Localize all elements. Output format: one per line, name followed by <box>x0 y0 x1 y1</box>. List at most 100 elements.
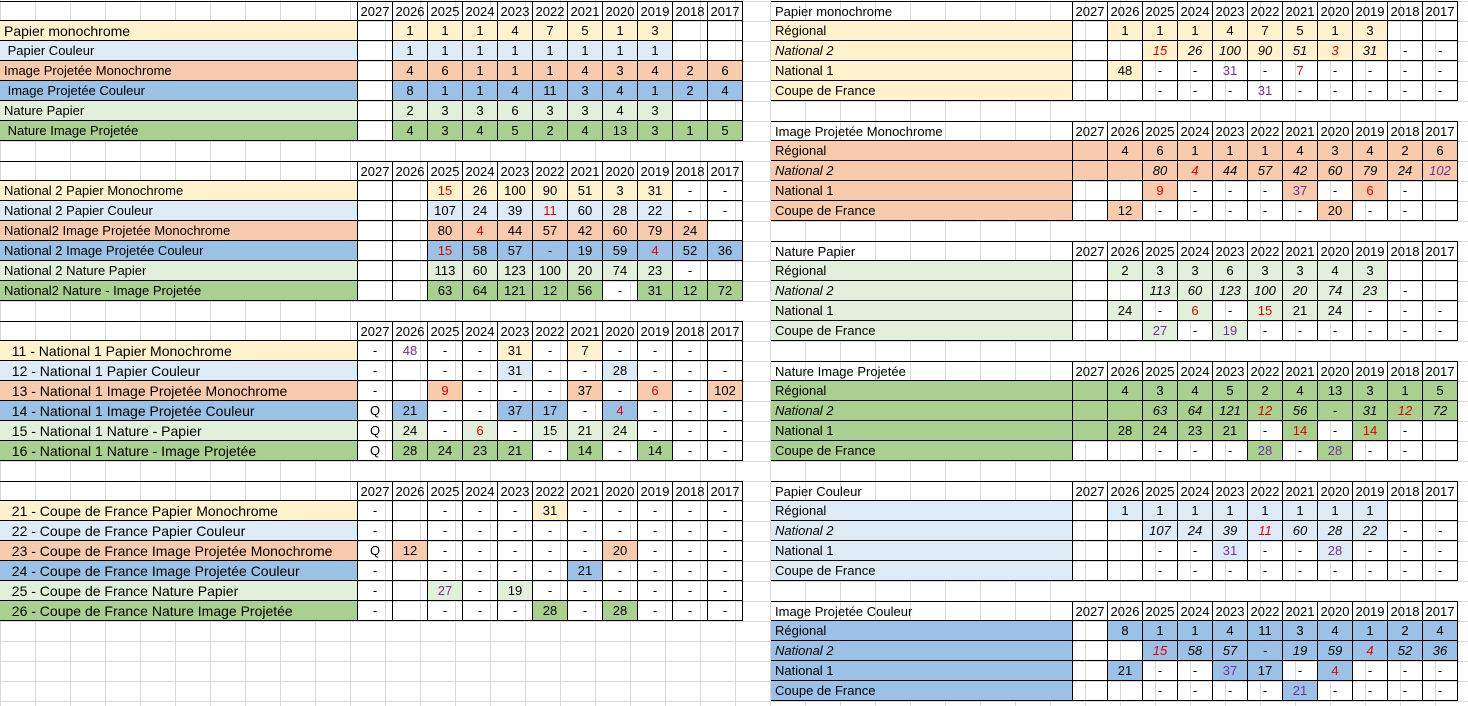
data-cell[interactable] <box>393 361 428 381</box>
data-cell[interactable]: - <box>673 521 708 541</box>
year-header-cell[interactable]: 2019 <box>1353 241 1388 261</box>
data-cell[interactable]: 12 <box>1248 401 1283 421</box>
data-cell[interactable]: - <box>1248 561 1283 581</box>
data-cell[interactable]: - <box>673 601 708 621</box>
data-cell[interactable]: - <box>358 361 393 381</box>
data-cell[interactable]: - <box>428 361 463 381</box>
year-header-cell[interactable]: 2023 <box>1213 241 1248 261</box>
year-header-cell[interactable]: 2026 <box>393 321 428 341</box>
data-cell[interactable]: 74 <box>603 261 638 281</box>
data-cell[interactable]: 31 <box>498 361 533 381</box>
data-cell[interactable]: 31 <box>498 341 533 361</box>
data-cell[interactable]: - <box>1423 41 1458 61</box>
data-cell[interactable] <box>1073 201 1108 221</box>
data-cell[interactable] <box>1388 501 1423 521</box>
data-cell[interactable]: 22 <box>1353 521 1388 541</box>
year-header-cell[interactable]: 2021 <box>1283 121 1318 141</box>
data-cell[interactable]: - <box>1388 681 1423 701</box>
data-cell[interactable]: 21 <box>1283 681 1318 701</box>
data-cell[interactable]: - <box>708 421 743 441</box>
data-cell[interactable]: 27 <box>428 581 463 601</box>
data-cell[interactable] <box>1388 261 1423 281</box>
data-cell[interactable]: 23 <box>638 261 673 281</box>
block-title[interactable]: Image Projetée Couleur <box>771 601 1073 621</box>
data-cell[interactable] <box>1108 641 1143 661</box>
row-label[interactable]: Papier monochrome <box>0 21 358 41</box>
data-cell[interactable]: - <box>533 441 568 461</box>
year-header-cell[interactable]: 2021 <box>568 321 603 341</box>
data-cell[interactable]: 31 <box>1353 41 1388 61</box>
data-cell[interactable]: Q <box>358 401 393 421</box>
year-header-cell[interactable]: 2024 <box>463 481 498 501</box>
year-header-cell[interactable]: 2024 <box>463 161 498 181</box>
year-header-cell[interactable]: 2021 <box>568 1 603 21</box>
year-header-cell[interactable]: 2027 <box>358 321 393 341</box>
data-cell[interactable]: - <box>568 401 603 421</box>
data-cell[interactable]: 28 <box>1108 421 1143 441</box>
data-cell[interactable]: - <box>1143 561 1178 581</box>
data-cell[interactable] <box>1388 21 1423 41</box>
data-cell[interactable]: 3 <box>1318 41 1353 61</box>
data-cell[interactable]: 1 <box>1283 501 1318 521</box>
row-label[interactable]: National2 Nature - Image Projetée <box>0 281 358 301</box>
year-header-cell[interactable]: 2017 <box>708 481 743 501</box>
year-header-cell[interactable]: 2023 <box>1213 481 1248 501</box>
row-label[interactable]: 12 - National 1 Papier Couleur <box>0 361 358 381</box>
data-cell[interactable]: 72 <box>708 281 743 301</box>
data-cell[interactable]: 1 <box>533 41 568 61</box>
data-cell[interactable]: 1 <box>1318 501 1353 521</box>
data-cell[interactable] <box>1073 441 1108 461</box>
year-header-cell[interactable]: 2017 <box>1423 361 1458 381</box>
data-cell[interactable]: - <box>358 561 393 581</box>
data-cell[interactable]: 5 <box>1283 21 1318 41</box>
data-cell[interactable]: 3 <box>1248 261 1283 281</box>
data-cell[interactable]: 14 <box>638 441 673 461</box>
year-header-cell[interactable]: 2025 <box>1143 481 1178 501</box>
data-cell[interactable]: 52 <box>1388 641 1423 661</box>
data-cell[interactable]: - <box>1213 301 1248 321</box>
data-cell[interactable]: 28 <box>1318 521 1353 541</box>
data-cell[interactable]: - <box>1353 61 1388 81</box>
row-label[interactable]: National 2 Image Projetée Couleur <box>0 241 358 261</box>
data-cell[interactable]: 1 <box>638 41 673 61</box>
data-cell[interactable]: 28 <box>1318 441 1353 461</box>
data-cell[interactable]: 60 <box>1283 521 1318 541</box>
data-cell[interactable]: - <box>708 441 743 461</box>
data-cell[interactable]: 56 <box>1283 401 1318 421</box>
data-cell[interactable]: - <box>1143 301 1178 321</box>
data-cell[interactable]: - <box>1248 541 1283 561</box>
year-header-cell[interactable]: 2018 <box>1388 601 1423 621</box>
data-cell[interactable]: - <box>708 181 743 201</box>
block-title[interactable]: Image Projetée Monochrome <box>771 121 1073 141</box>
data-cell[interactable]: 6 <box>1423 141 1458 161</box>
data-cell[interactable]: - <box>1423 681 1458 701</box>
data-cell[interactable] <box>393 241 428 261</box>
data-cell[interactable]: - <box>708 561 743 581</box>
year-header-cell[interactable]: 2023 <box>1213 601 1248 621</box>
year-header-cell[interactable]: 2019 <box>1353 361 1388 381</box>
data-cell[interactable] <box>393 261 428 281</box>
data-cell[interactable]: 15 <box>1143 641 1178 661</box>
year-header-cell[interactable]: 2017 <box>708 321 743 341</box>
data-cell[interactable]: 1 <box>1353 501 1388 521</box>
data-cell[interactable]: 8 <box>1108 621 1143 641</box>
block-title[interactable] <box>0 161 358 181</box>
data-cell[interactable]: 4 <box>498 81 533 101</box>
data-cell[interactable] <box>1108 161 1143 181</box>
data-cell[interactable] <box>1073 681 1108 701</box>
data-cell[interactable]: - <box>1213 681 1248 701</box>
data-cell[interactable]: 28 <box>603 201 638 221</box>
data-cell[interactable]: - <box>358 601 393 621</box>
data-cell[interactable]: 23 <box>1353 281 1388 301</box>
data-cell[interactable]: 42 <box>568 221 603 241</box>
data-cell[interactable] <box>1073 141 1108 161</box>
data-cell[interactable] <box>358 61 393 81</box>
row-label[interactable]: National 2 <box>771 41 1073 61</box>
data-cell[interactable]: - <box>358 581 393 601</box>
data-cell[interactable] <box>393 281 428 301</box>
data-cell[interactable]: 79 <box>638 221 673 241</box>
data-cell[interactable]: 57 <box>498 241 533 261</box>
year-header-cell[interactable]: 2022 <box>1248 1 1283 21</box>
data-cell[interactable]: 102 <box>708 381 743 401</box>
data-cell[interactable]: - <box>708 361 743 381</box>
